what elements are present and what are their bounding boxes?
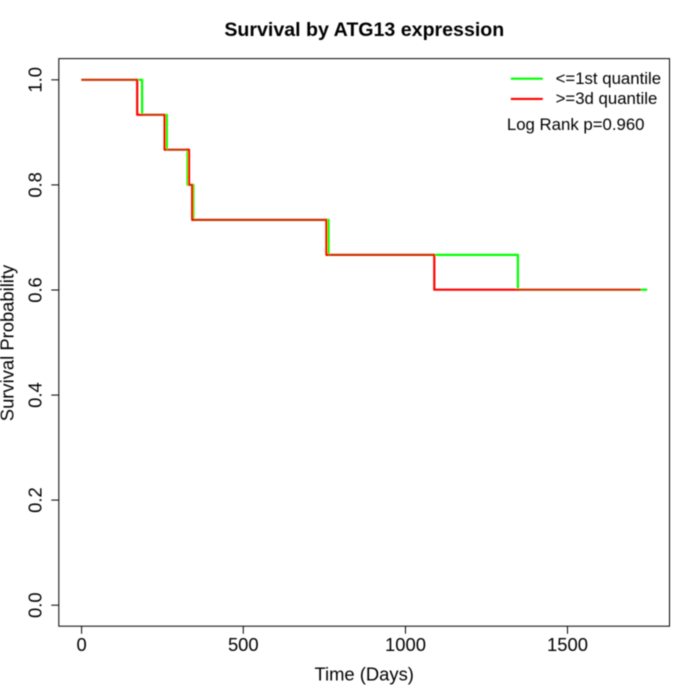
- svg-text:Survival Probability: Survival Probability: [0, 264, 18, 421]
- svg-text:1000: 1000: [385, 634, 426, 655]
- svg-text:<=1st quantile: <=1st quantile: [556, 69, 661, 88]
- svg-text:0.6: 0.6: [25, 277, 46, 303]
- svg-text:Survival by ATG13 expression: Survival by ATG13 expression: [224, 19, 504, 41]
- svg-text:0.8: 0.8: [25, 172, 46, 198]
- svg-text:>=3d quantile: >=3d quantile: [556, 89, 658, 108]
- svg-text:1500: 1500: [547, 634, 588, 655]
- svg-text:0.4: 0.4: [25, 382, 46, 408]
- svg-text:500: 500: [228, 634, 259, 655]
- svg-text:Log Rank p=0.960: Log Rank p=0.960: [507, 115, 645, 134]
- svg-text:0.0: 0.0: [25, 592, 46, 618]
- svg-text:1.0: 1.0: [25, 67, 46, 93]
- svg-text:0: 0: [76, 634, 86, 655]
- svg-text:Time (Days): Time (Days): [314, 663, 413, 684]
- svg-text:0.2: 0.2: [25, 487, 46, 513]
